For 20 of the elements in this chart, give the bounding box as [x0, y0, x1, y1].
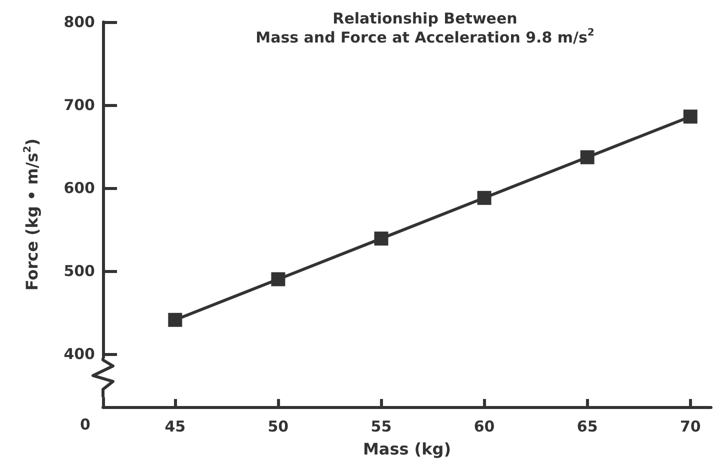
point [374, 232, 388, 246]
point [683, 110, 698, 124]
x-tick-label: 60 [474, 418, 495, 436]
x-tick-label: 50 [268, 418, 289, 436]
y-tick-label: 500 [64, 262, 95, 280]
point [271, 272, 286, 286]
y-tick-label: 700 [64, 96, 95, 114]
text: 0 [80, 416, 90, 434]
y-axis-title: Force (kg • m/s2) [22, 138, 42, 291]
x-tick-label: 70 [680, 418, 701, 436]
y-tick-label: 600 [64, 178, 95, 197]
x-tick-label: 45 [164, 418, 186, 436]
x-axis-title: Mass (kg) [362, 440, 452, 458]
y-tick-label: 800 [64, 13, 95, 31]
point [168, 312, 182, 327]
y-tick-label: 400 [64, 344, 95, 363]
x-tick-label: 55 [370, 418, 392, 436]
point [580, 150, 594, 164]
x-tick-label: 65 [576, 418, 598, 436]
point [477, 190, 492, 205]
